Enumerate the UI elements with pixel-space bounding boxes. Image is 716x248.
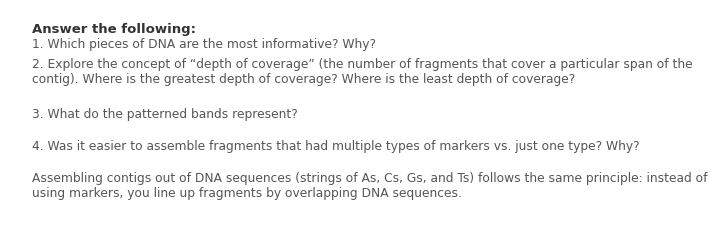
Text: 2. Explore the concept of “depth of coverage” (the number of fragments that cove: 2. Explore the concept of “depth of cove… [32,58,692,71]
Text: Answer the following:: Answer the following: [32,23,196,36]
Text: using markers, you line up fragments by overlapping DNA sequences.: using markers, you line up fragments by … [32,187,462,200]
Text: Assembling contigs out of DNA sequences (strings of As, Cs, Gs, and Ts) follows : Assembling contigs out of DNA sequences … [32,172,707,185]
Text: contig). Where is the greatest depth of coverage? Where is the least depth of co: contig). Where is the greatest depth of … [32,73,575,86]
Text: 4. Was it easier to assemble fragments that had multiple types of markers vs. ju: 4. Was it easier to assemble fragments t… [32,140,639,153]
Text: 3. What do the patterned bands represent?: 3. What do the patterned bands represent… [32,108,298,121]
Text: 1. Which pieces of DNA are the most informative? Why?: 1. Which pieces of DNA are the most info… [32,38,376,51]
